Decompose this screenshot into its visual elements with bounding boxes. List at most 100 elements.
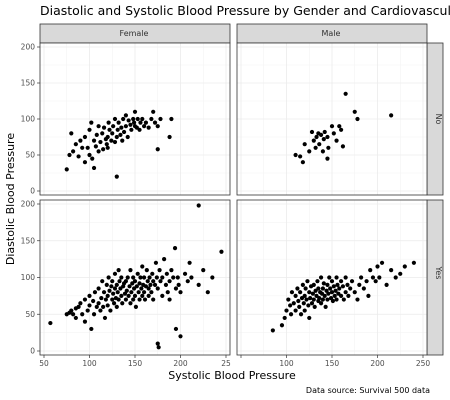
data-point [173,326,179,332]
data-point [71,149,76,154]
x-axis-title: Systolic Blood Pressure [168,369,296,382]
data-point [131,275,136,280]
data-point [329,279,335,284]
data-point [100,279,105,284]
data-point [131,297,136,302]
data-point [73,315,78,321]
data-point [325,297,330,302]
data-point [149,116,154,122]
data-point [196,282,201,287]
data-point [357,282,362,287]
data-point [196,203,201,208]
strip-label-yes: Yes [434,266,443,280]
data-point [305,279,310,284]
data-point [106,120,111,125]
data-point [71,312,76,317]
data-point [107,288,112,293]
data-point [87,303,92,308]
data-point [109,284,114,289]
data-point [178,290,183,295]
data-point [119,125,124,130]
data-point [303,286,308,291]
y-tick-label: 50 [25,310,35,319]
data-point [112,286,118,291]
data-point [355,116,360,122]
data-point [105,134,110,140]
data-point [155,124,160,129]
data-point [398,271,403,276]
data-point [76,304,81,309]
data-point [110,279,115,284]
data-point [129,290,134,295]
data-point [131,120,137,125]
data-point [334,275,339,280]
y-axis-title: Diastolic Blood Pressure [4,133,17,265]
data-point [106,275,111,280]
data-point [165,290,170,295]
data-point [300,160,305,165]
data-point [96,124,101,129]
data-point [306,303,311,308]
data-point [146,125,151,130]
x-tick-label: 50 [39,359,49,368]
data-point [100,131,105,136]
data-point [126,293,131,298]
data-point [189,275,194,280]
data-point [169,116,174,122]
data-point [125,275,130,280]
data-point [142,290,147,295]
data-point [343,290,348,295]
data-point [322,293,327,298]
data-point [137,297,142,302]
strip-label-male: Male [322,29,341,38]
data-point [94,304,99,309]
data-point [339,293,344,298]
data-point [334,138,339,143]
data-point [343,91,348,96]
data-point [307,290,312,295]
data-point [110,131,115,136]
data-point [298,312,304,317]
strip-label-female: Female [120,29,149,38]
data-point [120,301,125,306]
data-point [293,293,298,298]
data-point [327,275,332,280]
data-point [137,281,142,286]
data-point [82,160,88,165]
x-tick-label: 100 [82,359,97,368]
data-point [411,260,416,265]
data-point [80,312,85,317]
y-tick-label: 0 [30,187,35,196]
data-point [393,275,398,280]
data-point [151,279,156,284]
data-point [318,301,324,306]
data-point [402,264,407,269]
data-point [173,286,179,291]
data-point [325,156,330,161]
data-point [131,116,136,122]
data-point [155,147,160,152]
data-point [98,308,103,313]
data-point [320,286,325,291]
data-point [348,286,353,291]
data-point [309,301,315,306]
data-point [78,138,83,143]
data-point [205,290,210,295]
data-point [321,137,326,142]
data-point [91,138,97,143]
data-point [343,275,348,280]
data-point [289,290,295,295]
data-point [301,301,306,306]
data-point [325,134,330,140]
data-point [370,275,376,280]
data-point [288,312,294,317]
data-point [67,152,72,158]
data-point [163,282,169,287]
data-point [104,282,109,287]
data-point [136,290,141,295]
chart-title: Diastolic and Systolic Blood Pressure by… [40,3,450,18]
data-point [352,290,357,295]
y-tick-label: 150 [21,79,36,88]
data-point [121,129,127,135]
data-point [135,271,140,276]
